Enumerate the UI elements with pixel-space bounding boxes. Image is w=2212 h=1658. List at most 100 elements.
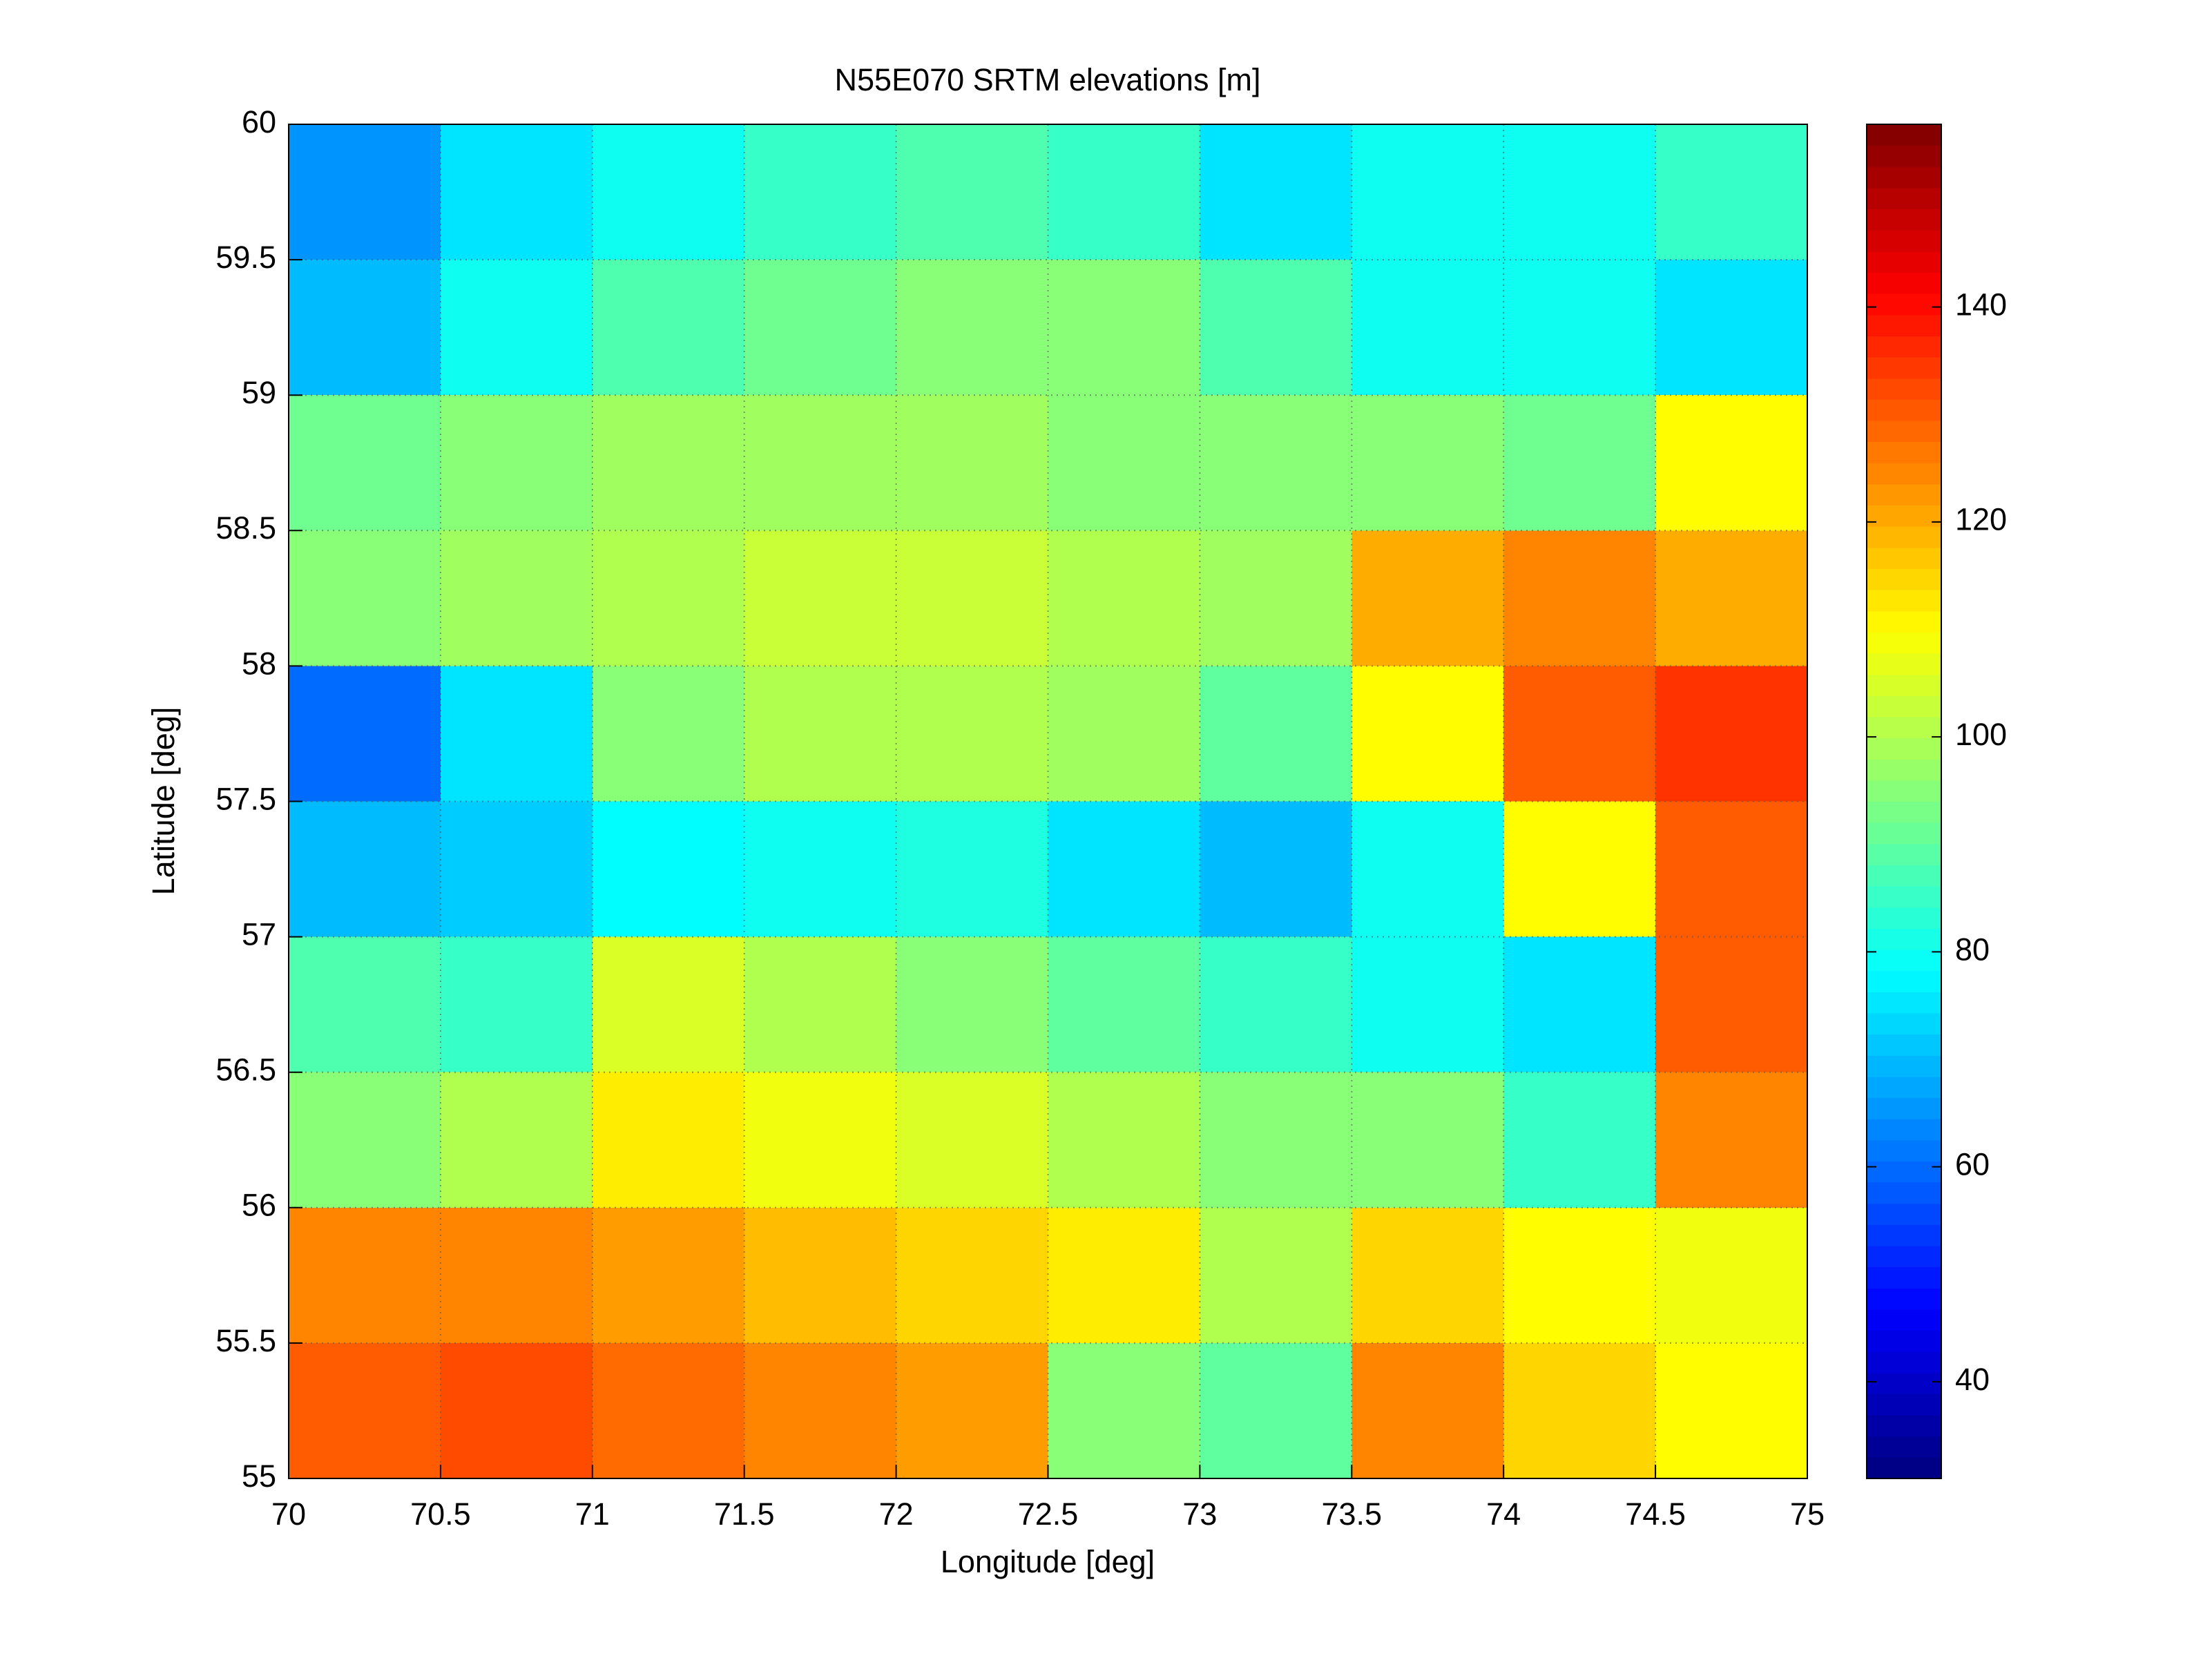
heatmap-cell (1503, 936, 1656, 1073)
y-tick-label: 57 (242, 916, 276, 952)
heatmap-cell (1048, 936, 1200, 1073)
heatmap-cell (1048, 1207, 1200, 1344)
colorbar-band (1867, 674, 1941, 696)
colorbar-band (1867, 1245, 1941, 1268)
heatmap-cell (1352, 666, 1504, 802)
colorbar-band (1867, 716, 1941, 739)
y-tick-label: 57.5 (215, 781, 276, 816)
heatmap-cell (1048, 260, 1200, 396)
heatmap-cell (896, 124, 1048, 260)
colorbar-band (1867, 1097, 1941, 1119)
heatmap-cell (1048, 530, 1200, 666)
heatmap-cell (1655, 1207, 1808, 1344)
heatmap-cell (1655, 666, 1808, 802)
colorbar-band (1867, 695, 1941, 717)
colorbar-band (1867, 568, 1941, 590)
colorbar-frame (1866, 124, 1942, 1479)
colorbar-band (1867, 1415, 1941, 1437)
y-axis-label: Latitude [deg] (146, 707, 181, 896)
colorbar-band (1867, 357, 1941, 379)
colorbar-band (1867, 336, 1941, 358)
heatmap-cell (744, 1072, 897, 1208)
heatmap-cell (1352, 395, 1504, 531)
heatmap-cell (1048, 666, 1200, 802)
heatmap-cell (1352, 530, 1504, 666)
heatmap-cell (440, 666, 593, 802)
heatmap-cell (289, 1342, 441, 1479)
colorbar-band (1867, 1012, 1941, 1035)
colorbar-band (1867, 738, 1941, 760)
colorbar-band (1867, 759, 1941, 781)
heatmap-cell (289, 801, 441, 938)
heatmap-cell (440, 1207, 593, 1344)
heatmap-cell (1200, 395, 1352, 531)
heatmap-cell (289, 530, 441, 666)
plot-frame (288, 124, 1808, 1479)
heatmap-cell (1352, 936, 1504, 1073)
heatmap-cell (896, 530, 1048, 666)
heatmap-cell (896, 260, 1048, 396)
colorbar-band (1867, 1076, 1941, 1099)
heatmap-cell (1655, 936, 1808, 1073)
colorbar-band (1867, 1034, 1941, 1056)
heatmap-cell (896, 666, 1048, 802)
heatmap-cell (592, 936, 745, 1073)
heatmap-cell (1503, 260, 1656, 396)
heatmap-cell (896, 1342, 1048, 1479)
colorbar-band (1867, 1161, 1941, 1183)
colorbar-band (1867, 463, 1941, 485)
heatmap-cell (1655, 124, 1808, 260)
y-tick-label: 56 (242, 1188, 276, 1223)
colorbar-band (1867, 1139, 1941, 1161)
heatmap-cell (1503, 1072, 1656, 1208)
heatmap-cell (289, 1072, 441, 1208)
heatmap-cell (1503, 530, 1656, 666)
x-tick-label: 71 (575, 1496, 610, 1532)
colorbar-band (1867, 907, 1941, 929)
colorbar-tick-label: 120 (1955, 502, 2007, 537)
heatmap-cell (896, 1207, 1048, 1344)
heatmap-cell (440, 936, 593, 1073)
heatmap-cell (1503, 666, 1656, 802)
y-tick-label: 56.5 (215, 1052, 276, 1088)
x-tick-label: 74.5 (1625, 1496, 1686, 1532)
colorbar-band (1867, 1372, 1941, 1395)
heatmap-cell (1048, 1072, 1200, 1208)
heatmap-cell (1048, 801, 1200, 938)
heatmap-cell (744, 1342, 897, 1479)
y-tick-label: 59.5 (215, 240, 276, 275)
colorbar-tick-label: 40 (1955, 1362, 1990, 1397)
colorbar-band (1867, 314, 1941, 337)
colorbar-band (1867, 1055, 1941, 1077)
heatmap-cell (744, 936, 897, 1073)
colorbar-band (1867, 547, 1941, 570)
y-tick-label: 55.5 (215, 1323, 276, 1358)
colorbar-band (1867, 272, 1941, 294)
heatmap-cell (1200, 124, 1352, 260)
heatmap-cell (289, 260, 441, 396)
colorbar-band (1867, 865, 1941, 887)
heatmap-cell (1503, 1342, 1656, 1479)
heatmap-cell (1503, 801, 1656, 938)
heatmap-cell (896, 801, 1048, 938)
heatmap-cell (896, 1072, 1048, 1208)
colorbar-band (1867, 653, 1941, 675)
colorbar-band (1867, 970, 1941, 992)
x-tick-label: 74 (1486, 1496, 1521, 1532)
colorbar-band (1867, 483, 1941, 506)
colorbar-band (1867, 526, 1941, 548)
heatmap-cell (1352, 1207, 1504, 1344)
x-tick-label: 72 (879, 1496, 914, 1532)
colorbar-band (1867, 632, 1941, 654)
heatmap-cell (1200, 1342, 1352, 1479)
heatmap-cell (592, 260, 745, 396)
colorbar-band (1867, 780, 1941, 802)
y-tick-label: 58.5 (215, 510, 276, 546)
heatmap-cell (289, 936, 441, 1073)
heatmap-cell (592, 1207, 745, 1344)
heatmap-cell (289, 1207, 441, 1344)
heatmap-cell (744, 801, 897, 938)
colorbar-band (1867, 590, 1941, 612)
colorbar-band (1867, 949, 1941, 972)
